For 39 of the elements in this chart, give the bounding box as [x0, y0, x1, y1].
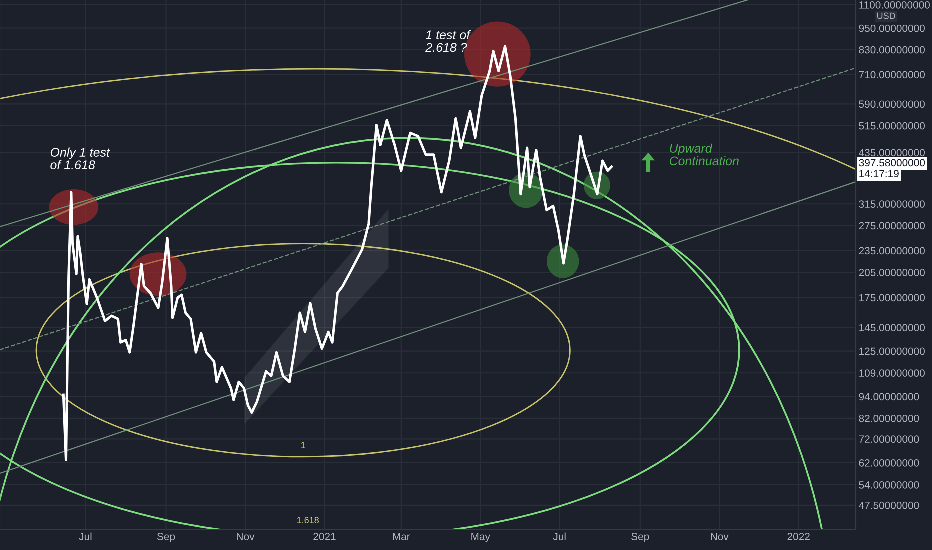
x-tick-label: Jul [79, 532, 92, 540]
y-tick-label: 1100.00000000 [860, 1, 930, 9]
x-tick-label: Nov [711, 533, 729, 540]
y-tick-label: 94.00000000 [859, 393, 920, 401]
y-tick-label: 145.00000000 [860, 324, 925, 332]
y-tick-label: 205.00000000 [859, 269, 925, 276]
x-tick-label: May [472, 533, 490, 542]
y-tick-label: 109.00000000 [860, 370, 925, 377]
y-tick-label: 710.00000000 [859, 71, 925, 79]
y-tick-label: 82.00000000 [859, 414, 920, 422]
x-tick-label: 2022 [788, 533, 810, 540]
y-tick-label: 62.00000000 [859, 459, 920, 467]
y-tick-label: 515.00000000 [859, 122, 925, 130]
text: 14:17:19 [860, 170, 899, 178]
x-tick-label: Nov [237, 533, 255, 540]
x-tick-label: Jul [553, 532, 566, 540]
y-tick-label: 315.00000000 [859, 200, 925, 208]
x-tick-label: Sep [632, 533, 650, 542]
y-tick-label: 590.00000000 [859, 100, 925, 108]
y-tick-label: 830.00000000 [859, 46, 925, 54]
annotation: Only 1 test of 1.618 [50, 148, 110, 170]
x-tick-label: Mar [393, 533, 410, 540]
text: 397.58000000 [859, 159, 926, 167]
annotation: 1 [302, 442, 306, 448]
annotation: 1 test of 2.618 ? [426, 30, 472, 52]
y-tick-label: 275.00000000 [859, 222, 925, 230]
x-tick-label: 2021 [314, 533, 336, 540]
annotation: Upward Continuation [670, 144, 739, 166]
y-tick-label: 175.00000000 [860, 294, 925, 302]
y-tick-label: 47.50000000 [859, 502, 920, 510]
x-tick-label: Sep [157, 533, 176, 542]
y-tick-label: 72.00000000 [859, 436, 920, 444]
y-tick-label: 435.00000000 [859, 149, 925, 157]
text: USD [878, 12, 896, 20]
y-tick-label: 54.00000000 [859, 481, 920, 489]
y-tick-label: 235.00000000 [859, 247, 925, 255]
y-tick-label: 950.00000000 [859, 24, 925, 32]
annotation: 1.618 [297, 517, 319, 524]
y-tick-label: 125.00000000 [860, 348, 925, 356]
